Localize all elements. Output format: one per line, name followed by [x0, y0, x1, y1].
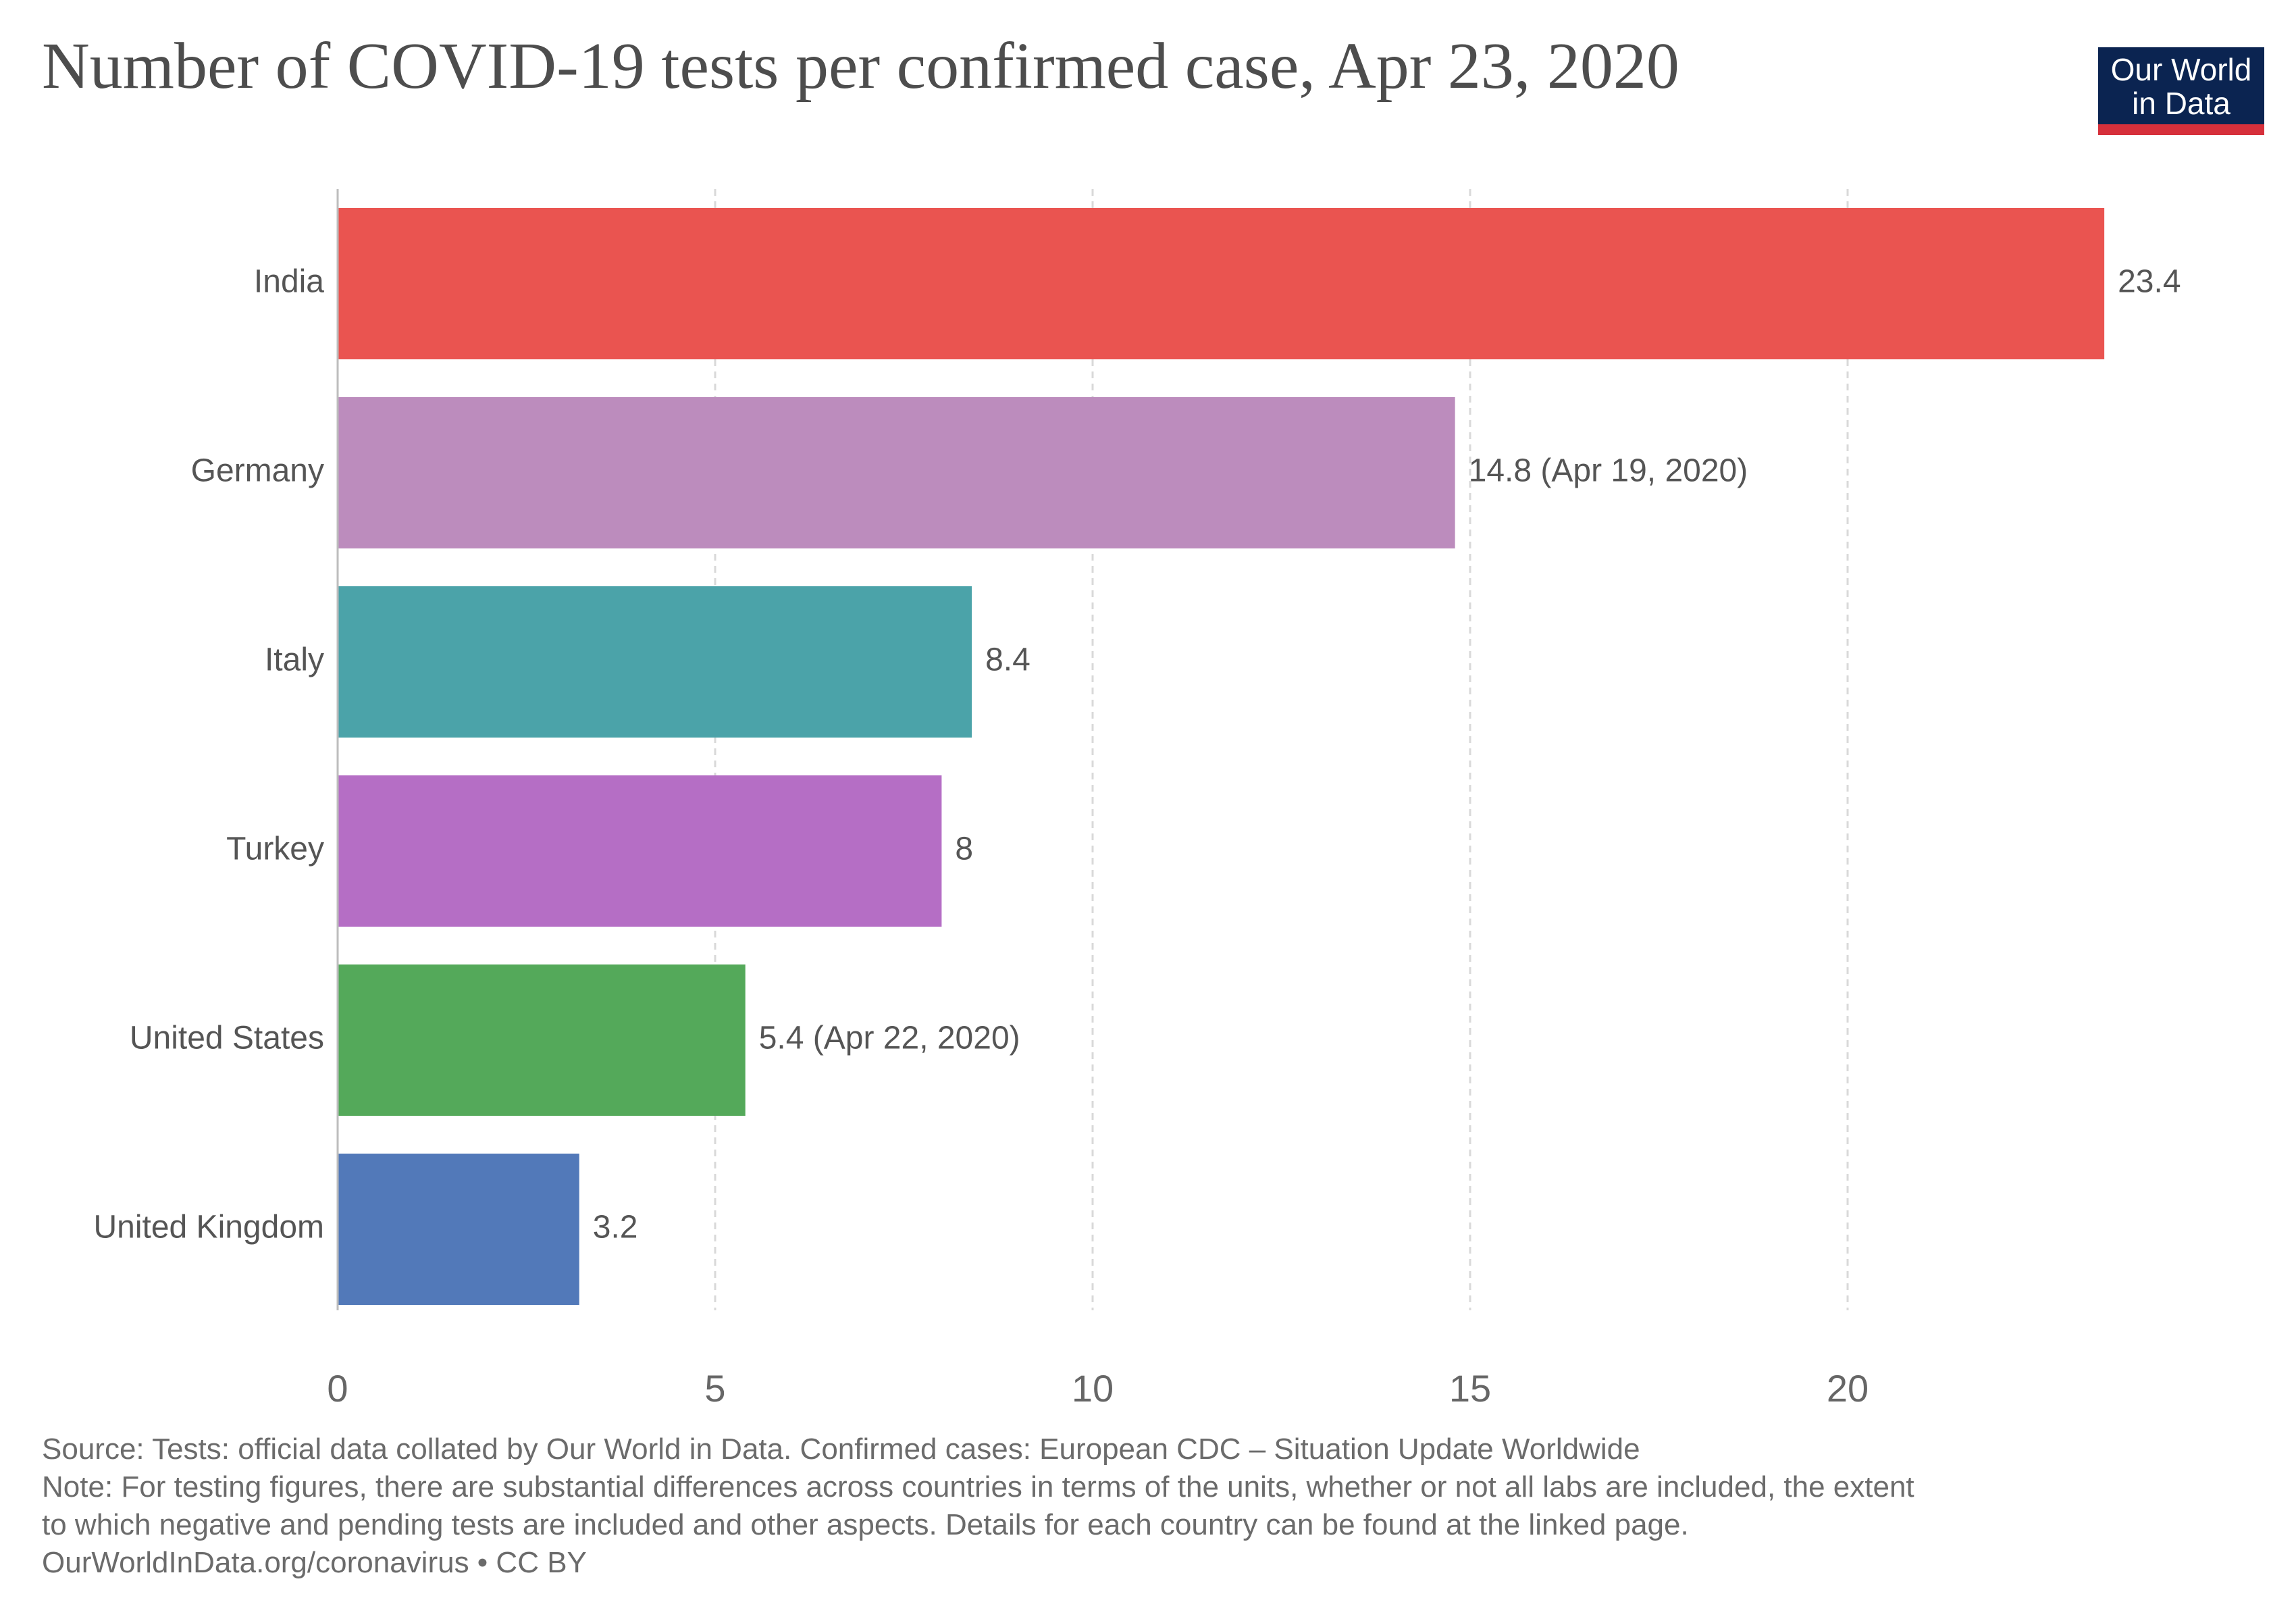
note-text-line-1: Note: For testing figures, there are sub… — [42, 1470, 1914, 1503]
credit-text[interactable]: OurWorldInData.org/coronavirus • CC BY — [42, 1546, 587, 1579]
chart-title: Number of COVID-19 tests per confirmed c… — [42, 30, 1679, 103]
x-tick-label: 15 — [1449, 1367, 1491, 1410]
bar-chart: India Germany Italy Turkey United States Unit… — [93, 189, 2181, 1410]
x-tick-label: 5 — [704, 1367, 725, 1410]
x-tick-label: 0 — [327, 1367, 348, 1410]
value-label: 3.2 — [593, 1210, 638, 1245]
x-tick-label: 10 — [1072, 1367, 1114, 1410]
value-label: 8 — [955, 831, 973, 867]
value-label: 23.4 — [2118, 264, 2181, 300]
bar-united-states[interactable] — [338, 964, 746, 1116]
bar-germany[interactable] — [338, 397, 1455, 548]
chart-footer: Source: Tests: official data collated by… — [42, 1431, 2257, 1582]
bars — [338, 208, 2105, 1305]
category-label: United Kingdom — [93, 1210, 324, 1245]
gridlines — [714, 189, 1849, 1310]
logo-line-2: in Data — [2132, 86, 2230, 121]
x-tick-labels: 0 5 10 15 20 — [327, 1367, 1869, 1410]
value-label: 8.4 — [985, 642, 1030, 678]
category-label: India — [254, 264, 324, 300]
owid-logo[interactable]: Our World in Data — [2098, 47, 2264, 135]
category-labels: India Germany Italy Turkey United States Unit… — [93, 264, 324, 1245]
category-label: Italy — [265, 642, 324, 678]
bar-italy[interactable] — [338, 586, 972, 738]
source-text: Source: Tests: official data collated by… — [42, 1433, 1640, 1466]
value-label: 14.8 (Apr 19, 2020) — [1469, 453, 1748, 489]
bar-turkey[interactable] — [338, 775, 942, 927]
x-tick-label: 20 — [1827, 1367, 1869, 1410]
category-label: Germany — [191, 453, 324, 489]
value-label: 5.4 (Apr 22, 2020) — [759, 1021, 1020, 1056]
bar-india[interactable] — [338, 208, 2105, 359]
category-label: United States — [130, 1021, 324, 1056]
category-label: Turkey — [226, 831, 324, 867]
bar-united-kingdom[interactable] — [338, 1154, 579, 1305]
note-text-line-2: to which negative and pending tests are … — [42, 1508, 1689, 1541]
logo-line-1: Our World — [2110, 52, 2252, 87]
value-labels: 23.4 14.8 (Apr 19, 2020) 8.4 8 5.4 (Apr 22, … — [593, 264, 2181, 1245]
